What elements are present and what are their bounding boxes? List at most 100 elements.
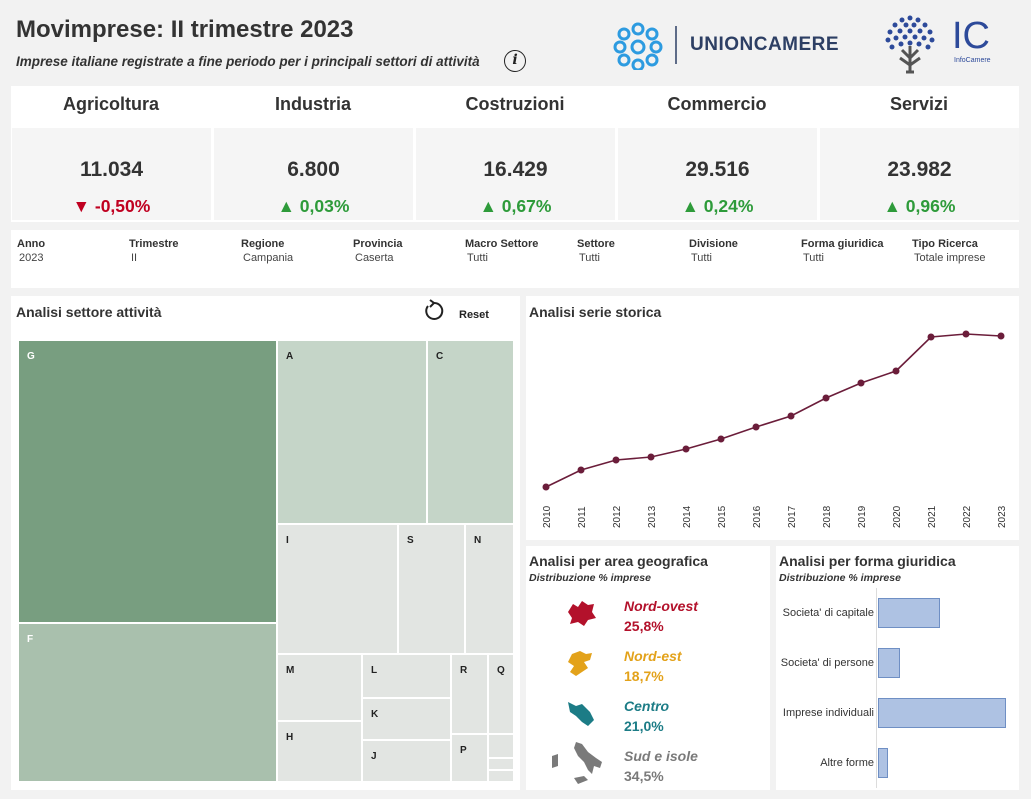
kpi-box: 6.800 ▲ 0,03%	[214, 128, 413, 220]
filter-anno[interactable]: Anno 2023	[17, 238, 45, 264]
kpi-name: Agricoltura	[62, 94, 159, 114]
bar[interactable]	[878, 598, 940, 628]
geo-name-nord-est: Nord-est	[624, 648, 682, 664]
series-title: Analisi serie storica	[529, 304, 662, 320]
filter-forma-giuridica[interactable]: Forma giuridica Tutti	[801, 238, 884, 264]
tile-l[interactable]: L	[362, 654, 451, 698]
tile-h[interactable]: H	[277, 721, 362, 782]
reset-icon[interactable]	[422, 299, 446, 323]
filter-label: Forma giuridica	[801, 238, 884, 250]
filter-settore[interactable]: Settore Tutti	[577, 238, 615, 264]
tile-s[interactable]: S	[398, 524, 465, 654]
x-tick-label: 2021	[927, 505, 938, 528]
tile-label: R	[460, 665, 468, 676]
tile-m[interactable]: M	[277, 654, 362, 721]
tile-i[interactable]: I	[277, 524, 398, 654]
filter-regione[interactable]: Regione Campania	[241, 238, 293, 264]
series-point[interactable]	[997, 332, 1005, 340]
kpi-value: 11.034	[79, 158, 144, 181]
kpi-delta-value: 0,67%	[501, 196, 552, 216]
filter-label: Provincia	[353, 238, 403, 250]
kpi-name: Servizi	[889, 94, 949, 114]
forma-title: Analisi per forma giuridica	[779, 553, 956, 569]
bar[interactable]	[878, 698, 1007, 728]
tile-label: F	[27, 634, 34, 645]
series-point[interactable]	[892, 367, 900, 375]
filter-tipo-ricerca[interactable]: Tipo Ricerca Totale imprese	[912, 238, 986, 264]
series-point[interactable]	[717, 435, 725, 443]
bar[interactable]	[878, 648, 900, 678]
series-point[interactable]	[787, 412, 795, 420]
series-point[interactable]	[822, 394, 830, 402]
triangle-up-icon: ▲	[479, 196, 497, 216]
tile-label: L	[371, 665, 378, 676]
series-point[interactable]	[962, 330, 970, 338]
tile-small-2[interactable]	[488, 758, 514, 770]
series-point[interactable]	[577, 466, 585, 474]
kpi-box: 16.429 ▲ 0,67%	[416, 128, 615, 220]
kpi-delta-value: 0,03%	[299, 196, 350, 216]
kpi-agricoltura[interactable]: Agricoltura 11.034 ▼ -0,50%	[11, 86, 211, 222]
x-tick-label: 2012	[612, 505, 623, 528]
tile-g[interactable]: G	[18, 340, 277, 623]
series-point[interactable]	[612, 456, 620, 464]
tile-label: M	[286, 665, 295, 676]
bar-label: Societa' di capitale	[782, 607, 874, 619]
forma-axis	[876, 588, 877, 788]
kpi-commercio[interactable]: Commercio 29.516 ▲ 0,24%	[617, 86, 817, 222]
kpi-costruzioni[interactable]: Costruzioni 16.429 ▲ 0,67%	[415, 86, 615, 222]
triangle-up-icon: ▲	[681, 196, 699, 216]
series-point[interactable]	[682, 445, 690, 453]
series-point[interactable]	[542, 483, 550, 491]
filter-divisione[interactable]: Divisione Tutti	[689, 238, 738, 264]
info-icon[interactable]: i	[504, 50, 526, 72]
filter-label: Regione	[241, 238, 285, 250]
filter-macro-settore[interactable]: Macro Settore Tutti	[465, 238, 538, 264]
forma-subtitle: Distribuzione % imprese	[779, 572, 901, 584]
tile-f[interactable]: F	[18, 623, 277, 782]
filter-value: Tutti	[803, 252, 824, 264]
geo-value-nord-est: 18,7%	[624, 668, 664, 684]
tile-label: J	[371, 751, 377, 762]
tile-p[interactable]: P	[451, 734, 488, 782]
reset-button[interactable]: Reset	[459, 309, 489, 321]
kpi-industria[interactable]: Industria 6.800 ▲ 0,03%	[213, 86, 413, 222]
kpi-delta: ▲ 0,03%	[214, 196, 413, 217]
filter-provincia[interactable]: Provincia Caserta	[353, 238, 403, 264]
unioncamere-wordmark: UNIONCAMERE	[690, 34, 840, 55]
filter-trimestre[interactable]: Trimestre II	[129, 238, 179, 264]
geo-list: Nord-ovest 25,8% Nord-est 18,7% Centro 2…	[528, 588, 768, 788]
tile-label: Q	[497, 665, 505, 676]
tile-label: S	[407, 535, 414, 546]
tile-n[interactable]: N	[465, 524, 514, 654]
triangle-down-icon: ▼	[72, 196, 90, 216]
unioncamere-logo	[613, 22, 677, 70]
tile-small-3[interactable]	[488, 770, 514, 782]
tile-label: H	[286, 732, 294, 743]
series-chart: 2010 2011 2012 2013 2014 2015 2016 2017 2018 2019…	[542, 330, 1008, 528]
geo-subtitle: Distribuzione % imprese	[529, 572, 651, 584]
tile-j[interactable]: J	[362, 740, 451, 782]
filter-label: Settore	[577, 238, 615, 250]
series-point[interactable]	[927, 333, 935, 341]
x-tick-label: 2023	[997, 505, 1008, 528]
bar-label: Societa' di persone	[780, 657, 874, 669]
tile-small-1[interactable]	[488, 734, 514, 758]
tile-c[interactable]: C	[427, 340, 514, 524]
series-point[interactable]	[647, 453, 655, 461]
bar[interactable]	[878, 748, 889, 778]
tile-a[interactable]: A	[277, 340, 427, 524]
infocamere-logo: IC InfoCamere	[885, 15, 991, 74]
filter-value: II	[131, 252, 138, 264]
filter-label: Tipo Ricerca	[912, 238, 978, 250]
tile-k[interactable]: K	[362, 698, 451, 740]
x-tick-label: 2013	[647, 505, 658, 528]
page-title: Movimprese: II trimestre 2023	[16, 16, 354, 43]
tile-q[interactable]: Q	[488, 654, 514, 734]
tile-r[interactable]: R	[451, 654, 488, 734]
kpi-delta: ▼ -0,50%	[12, 196, 211, 217]
series-point[interactable]	[857, 379, 865, 387]
kpi-servizi[interactable]: Servizi 23.982 ▲ 0,96%	[819, 86, 1019, 222]
x-tick-label: 2016	[752, 505, 763, 528]
series-point[interactable]	[752, 423, 760, 431]
